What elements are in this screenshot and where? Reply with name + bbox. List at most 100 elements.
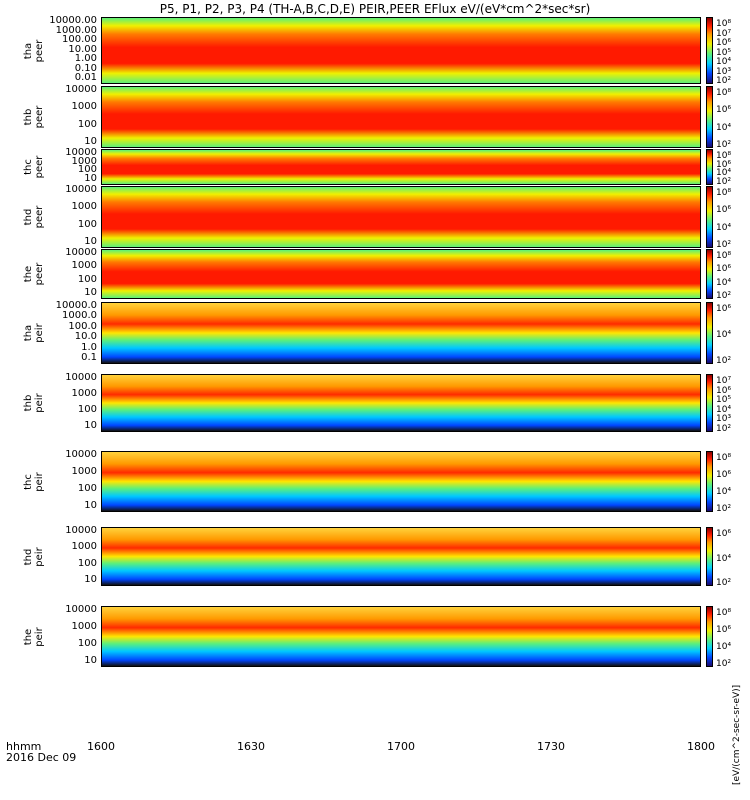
- x-axis-label: hhmm: [6, 740, 42, 753]
- colorbar-tick-label: 10⁷: [716, 376, 732, 386]
- spectrogram-panel: [101, 302, 701, 364]
- y-tick-label: 1.0: [81, 341, 97, 353]
- panel-label: thb peir: [23, 393, 45, 413]
- colorbar-tick-label: 10³: [716, 66, 732, 77]
- colorbar-tick-label: 10⁶: [716, 38, 732, 48]
- colorbar-tick-label: 10⁴: [716, 57, 732, 67]
- colorbar-tick-label: 10⁶: [716, 304, 732, 314]
- colorbar-unit-text: [eV/(cm^2-sec-sr-eV)]: [732, 684, 742, 785]
- y-tick-label: 10000: [65, 372, 97, 383]
- y-tick-label: 1.00: [74, 53, 97, 64]
- colorbar-tick-label: 10³: [716, 414, 732, 425]
- y-tick-label: 10.0: [74, 331, 97, 343]
- x-tick-label: 1630: [237, 740, 265, 753]
- colorbar-tick-label: 10⁶: [716, 159, 732, 170]
- colorbar-tick-label: 10⁶: [716, 105, 732, 116]
- y-tick-label: 10: [84, 500, 97, 511]
- colorbar: [706, 17, 713, 84]
- colorbar: [706, 451, 713, 512]
- y-tick-label: 0.01: [74, 72, 97, 83]
- panel-label: thd peir: [23, 546, 45, 567]
- y-tick-label: 1000: [71, 201, 97, 213]
- spectrogram-panel: [101, 606, 701, 667]
- colorbar-tick-label: 10⁸: [716, 19, 732, 29]
- chart-title: P5, P1, P2, P3, P4 (TH-A,B,C,D,E) PEIR,P…: [159, 2, 591, 16]
- colorbar-tick-label: 10²: [716, 177, 732, 187]
- colorbar-tick-label: 10²: [716, 76, 732, 86]
- colorbar-tick-label: 10⁶: [716, 470, 732, 480]
- colorbar-tick-label: 10⁴: [716, 642, 732, 652]
- colorbar-tick-label: 10⁴: [716, 404, 732, 415]
- y-tick-label: 10: [84, 236, 97, 247]
- x-tick-label: 1800: [687, 740, 715, 753]
- spectrogram-panel: [101, 249, 701, 299]
- colorbar-tick-label: 10²: [716, 140, 732, 150]
- y-tick-label: 100: [77, 218, 97, 230]
- y-tick-label: 100: [77, 557, 97, 569]
- colorbar-tick-label: 10²: [716, 659, 732, 669]
- y-tick-label: 0.10: [74, 62, 97, 74]
- spectrogram-panel: [101, 149, 701, 185]
- colorbar-tick-label: 10⁸: [716, 88, 732, 98]
- colorbar-tick-label: 10⁶: [716, 264, 732, 275]
- y-tick-label: 0.1: [81, 352, 97, 363]
- y-tick-label: 100: [77, 273, 97, 285]
- y-tick-label: 1000: [71, 466, 97, 477]
- spectrogram-panel: [101, 527, 701, 586]
- colorbar-tick-label: 10⁶: [716, 529, 732, 539]
- spectrogram-panel: [101, 17, 701, 84]
- colorbar-tick-label: 10⁴: [716, 553, 732, 564]
- y-tick-label: 1000: [71, 260, 97, 272]
- colorbar-tick-label: 10⁴: [716, 222, 732, 233]
- y-tick-label: 10: [84, 173, 97, 184]
- y-tick-label: 100: [77, 483, 97, 494]
- panel-label: the peir: [23, 626, 45, 647]
- colorbar: [706, 527, 713, 586]
- colorbar-tick-label: 10⁶: [716, 625, 732, 635]
- y-tick-label: 10000: [65, 525, 97, 536]
- y-tick-label: 10: [84, 420, 97, 431]
- panel-label: the peer: [23, 262, 45, 286]
- colorbar-tick-label: 10⁸: [716, 608, 732, 618]
- colorbar-tick-label: 10²: [716, 356, 732, 366]
- colorbar-tick-label: 10⁵: [716, 395, 732, 406]
- colorbar-tick-label: 10⁴: [716, 487, 732, 497]
- colorbar: [706, 249, 713, 299]
- y-tick-label: 10: [84, 655, 97, 666]
- colorbar-tick-label: 10²: [716, 578, 732, 588]
- y-tick-label: 10000: [65, 449, 97, 460]
- colorbar: [706, 374, 713, 432]
- spectrogram-panel: [101, 86, 701, 148]
- colorbar-tick-label: 10²: [716, 291, 732, 301]
- date-label: 2016 Dec 09: [6, 751, 77, 764]
- panel-label: thc peer: [23, 155, 45, 179]
- x-tick-label: 1730: [537, 740, 565, 753]
- y-tick-label: 100: [77, 118, 97, 130]
- y-tick-label: 10: [84, 136, 97, 147]
- y-tick-label: 100.0: [68, 320, 97, 332]
- y-tick-label: 100: [77, 404, 97, 415]
- colorbar-tick-label: 10⁴: [716, 277, 732, 288]
- colorbar-tick-label: 10⁵: [716, 47, 732, 58]
- colorbar-tick-label: 10⁴: [716, 168, 732, 179]
- x-tick-label: 1600: [87, 740, 115, 753]
- colorbar-tick-label: 10⁶: [716, 205, 732, 216]
- y-tick-label: 1000: [71, 388, 97, 399]
- y-tick-label: 10000.00: [49, 15, 97, 26]
- colorbar-tick-label: 10²: [716, 424, 732, 434]
- y-tick-label: 10000: [65, 247, 97, 258]
- colorbar-tick-label: 10⁸: [716, 453, 732, 463]
- panel-label: thc peir: [23, 471, 45, 492]
- panel-label: tha peir: [23, 323, 45, 343]
- colorbar-tick-label: 10⁴: [716, 122, 732, 133]
- colorbar-tick-label: 10⁴: [716, 330, 732, 340]
- colorbar-tick-label: 10⁷: [716, 28, 732, 39]
- y-tick-label: 1000.0: [62, 310, 97, 322]
- y-tick-label: 100: [77, 638, 97, 649]
- y-tick-label: 1000: [71, 155, 97, 167]
- y-tick-label: 1000: [71, 541, 97, 553]
- y-tick-label: 100: [77, 164, 97, 176]
- y-tick-label: 10000: [65, 184, 97, 195]
- y-tick-label: 10000: [65, 147, 97, 158]
- spectrogram-panel: [101, 451, 701, 512]
